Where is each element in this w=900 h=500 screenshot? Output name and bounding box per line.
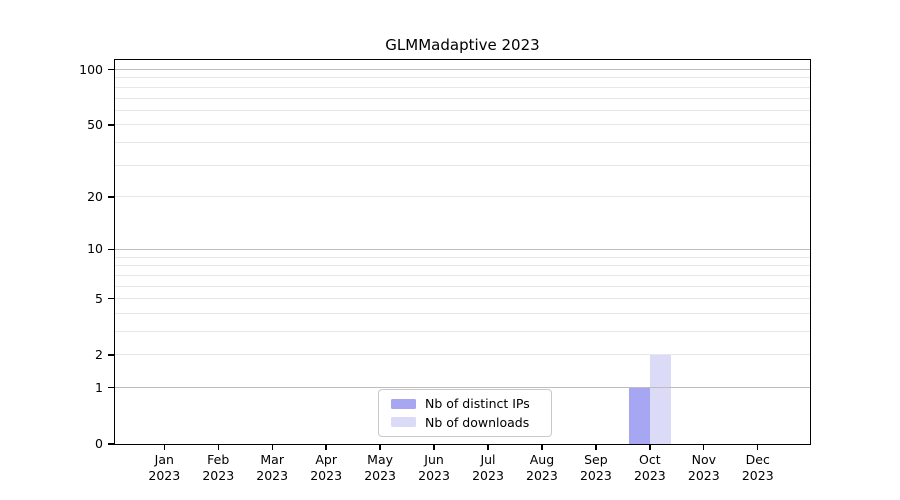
x-tick xyxy=(541,444,543,450)
y-tick-label: 20 xyxy=(87,188,103,204)
y-tick xyxy=(108,196,115,198)
x-tick-label: Aug 2023 xyxy=(526,452,558,483)
bar-downloads xyxy=(649,354,671,444)
x-tick xyxy=(325,444,327,450)
gridline-minor xyxy=(114,285,811,287)
gridline-minor xyxy=(114,265,811,267)
x-tick-label: Apr 2023 xyxy=(310,452,343,483)
y-tick xyxy=(108,354,115,356)
x-tick xyxy=(433,444,435,450)
gridline-minor xyxy=(114,298,811,300)
x-tick xyxy=(379,444,381,450)
gridline-minor xyxy=(114,142,811,144)
legend-swatch-distinct-ips xyxy=(391,398,416,409)
y-tick-label: 100 xyxy=(79,61,103,77)
y-tick-label: 2 xyxy=(95,346,103,362)
gridline-minor xyxy=(114,109,811,111)
y-tick xyxy=(108,387,115,389)
gridline-minor xyxy=(114,97,811,99)
legend-label-distinct-ips: Nb of distinct IPs xyxy=(425,396,530,412)
x-tick xyxy=(757,444,759,450)
chart-title: GLMMadaptive 2023 xyxy=(385,36,540,54)
legend: Nb of distinct IPs Nb of downloads xyxy=(378,389,552,437)
gridline-minor xyxy=(114,77,811,79)
x-tick-label: Mar 2023 xyxy=(256,452,289,483)
x-tick-label: Jul 2023 xyxy=(472,452,504,483)
y-tick xyxy=(108,124,115,126)
x-tick-label: Oct 2023 xyxy=(633,452,666,483)
legend-item-distinct-ips: Nb of distinct IPs xyxy=(391,395,543,413)
x-tick-label: Dec 2023 xyxy=(741,452,774,483)
gridline-minor xyxy=(114,124,811,126)
y-tick xyxy=(108,68,115,71)
x-tick xyxy=(163,444,165,450)
y-tick-label: 50 xyxy=(87,116,103,132)
gridline-minor xyxy=(114,256,811,258)
gridline-minor xyxy=(114,331,811,332)
x-tick-label: Nov 2023 xyxy=(687,452,720,483)
gridline-major xyxy=(114,248,811,250)
y-tick-label: 10 xyxy=(87,241,103,257)
y-tick-label: 5 xyxy=(95,290,103,306)
y-tick-label: 1 xyxy=(95,379,103,395)
y-tick xyxy=(108,248,115,251)
gridline-major xyxy=(114,387,811,389)
y-tick xyxy=(108,297,115,300)
x-tick xyxy=(703,444,705,450)
gridline-minor xyxy=(114,164,811,166)
x-tick-label: Jun 2023 xyxy=(418,452,450,483)
x-tick-label: Jan 2023 xyxy=(148,452,181,483)
legend-label-downloads: Nb of downloads xyxy=(425,414,530,430)
x-tick-label: Sep 2023 xyxy=(579,452,612,483)
y-tick xyxy=(108,443,115,445)
gridline-minor xyxy=(114,312,811,314)
x-tick xyxy=(487,444,489,450)
gridline-minor xyxy=(114,274,811,276)
y-tick-label: 0 xyxy=(95,436,103,451)
legend-item-downloads: Nb of downloads xyxy=(391,414,543,432)
x-tick-label: Feb 2023 xyxy=(202,452,235,483)
x-tick xyxy=(271,444,273,450)
gridline-minor xyxy=(114,196,811,198)
x-tick-label: May 2023 xyxy=(364,452,396,483)
x-tick xyxy=(649,444,651,450)
gridline-major xyxy=(114,69,811,70)
x-tick xyxy=(217,444,219,450)
x-tick xyxy=(595,444,597,450)
gridline-minor xyxy=(114,354,811,356)
gridline-minor xyxy=(114,86,811,88)
legend-swatch-downloads xyxy=(391,417,416,428)
bar-distinct-ips xyxy=(628,387,650,444)
